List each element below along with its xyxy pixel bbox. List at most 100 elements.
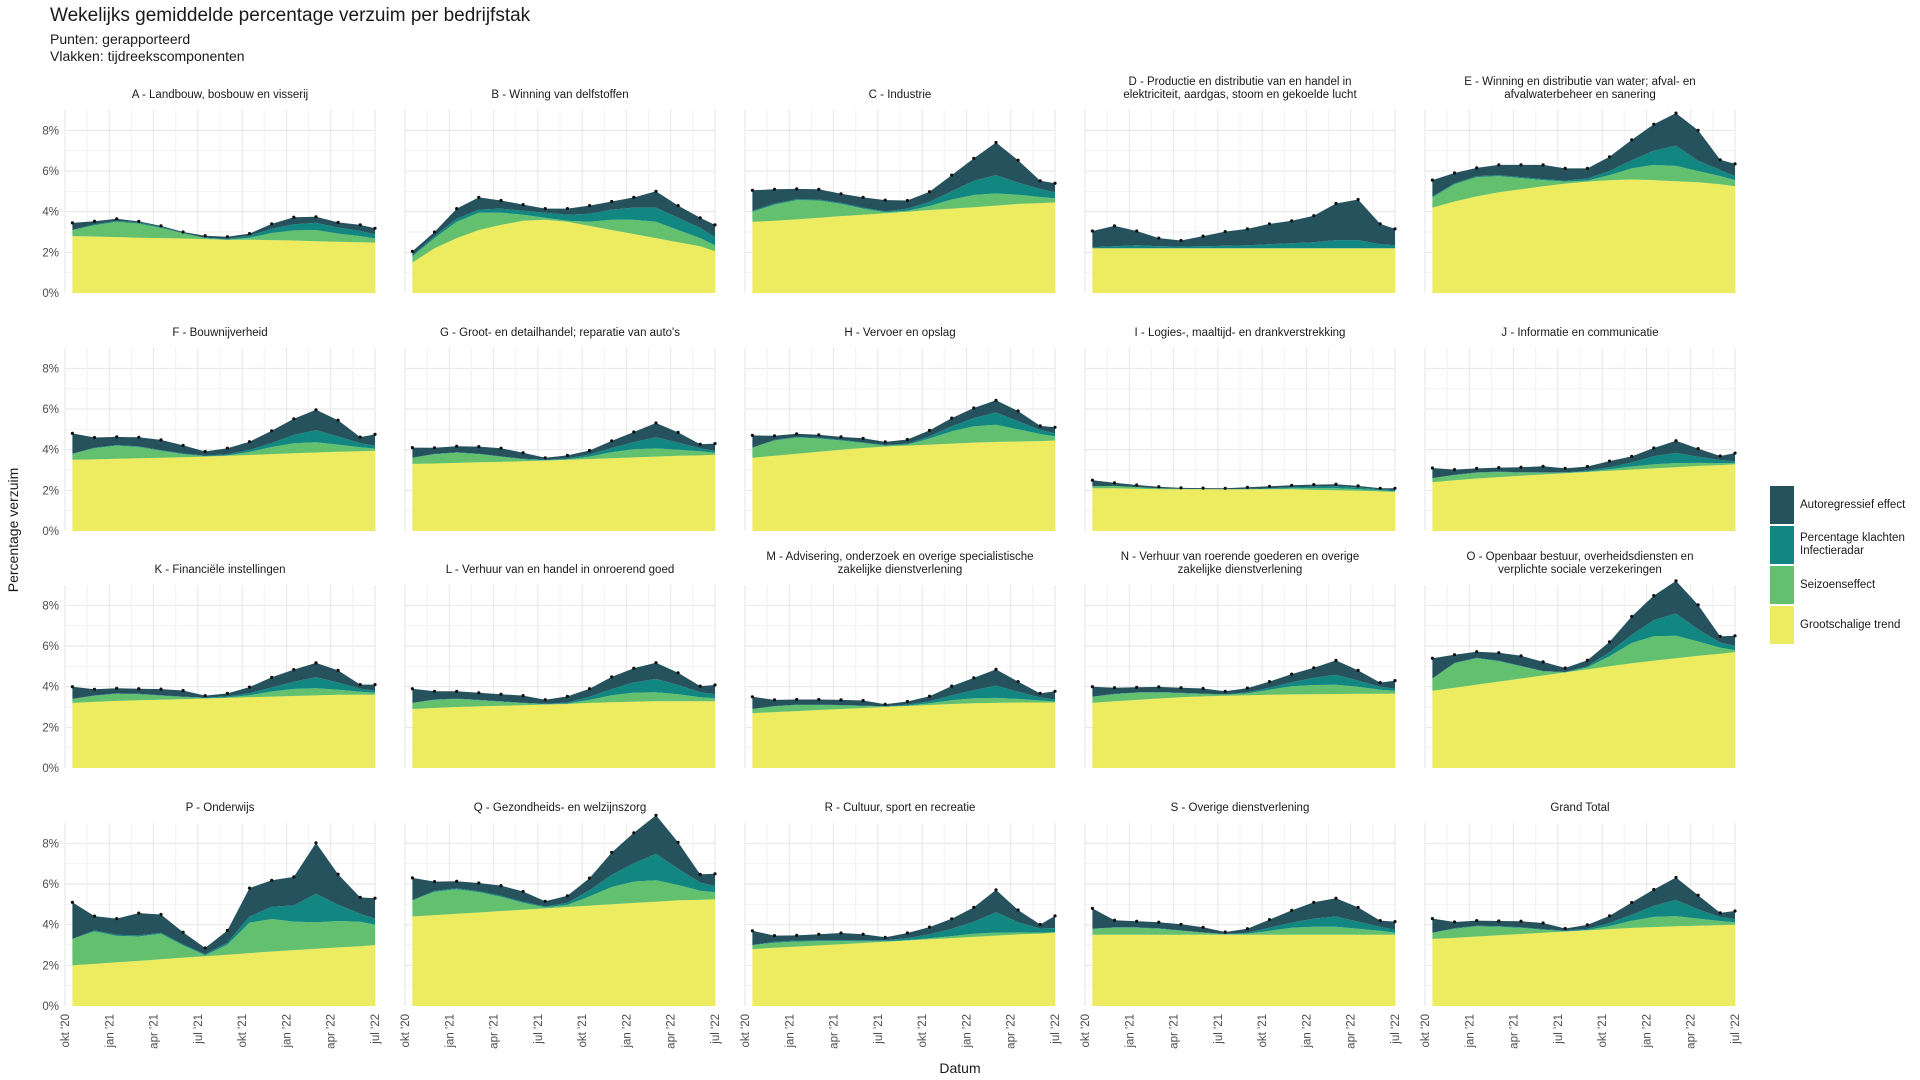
facet-title: A - Landbouw, bosbouw en visserij xyxy=(132,89,308,101)
reported-point xyxy=(1519,163,1523,167)
reported-point xyxy=(225,235,229,239)
reported-point xyxy=(1497,919,1501,923)
reported-point xyxy=(750,433,755,437)
reported-point xyxy=(772,434,777,438)
reported-point xyxy=(676,671,680,675)
reported-point xyxy=(1312,900,1316,904)
reported-point xyxy=(1038,424,1042,428)
reported-point xyxy=(1718,911,1722,915)
legend: Autoregressief effect Percentage klachten… xyxy=(1770,485,1920,645)
reported-point xyxy=(1053,181,1057,185)
facet-title: S - Overige dienstverlening xyxy=(1171,802,1310,814)
area-percentage-klachten-infectieradar xyxy=(72,430,376,457)
reported-point xyxy=(1674,875,1678,880)
reported-point xyxy=(950,917,954,921)
facet-title: Grand Total xyxy=(1550,802,1609,814)
reported-point xyxy=(1267,680,1272,684)
reported-point xyxy=(1090,685,1094,689)
area-percentage-klachten-infectieradar xyxy=(72,220,376,240)
area-seizoenseffect xyxy=(1432,462,1735,483)
y-tick-label: 0% xyxy=(42,1001,59,1013)
x-tick-label: apr '21 xyxy=(1509,1014,1521,1049)
area-grootschalige-trend xyxy=(1432,464,1735,531)
y-tick-label: 6% xyxy=(42,641,59,653)
reported-point xyxy=(632,831,636,835)
reported-point xyxy=(839,192,843,196)
reported-point xyxy=(1497,163,1501,167)
reported-point xyxy=(972,676,976,680)
reported-point xyxy=(92,914,97,918)
reported-point xyxy=(1519,654,1523,658)
reported-point xyxy=(1696,447,1700,451)
reported-point xyxy=(1290,908,1294,913)
area-autoregressief-effect xyxy=(412,662,715,704)
legend-swatch xyxy=(1770,606,1794,644)
facet-title: F - Bouwnijverheid xyxy=(172,327,267,339)
x-tick-label: jan '21 xyxy=(784,1014,796,1049)
reported-point xyxy=(1290,672,1294,676)
reported-point xyxy=(1674,111,1678,115)
reported-point xyxy=(1674,579,1678,583)
reported-point xyxy=(373,683,377,687)
reported-point xyxy=(137,219,141,223)
y-tick-label: 6% xyxy=(42,879,59,891)
area-grootschalige-trend xyxy=(72,945,376,1006)
facet-panel: K - Financiële instellingen 0% 2% 4% 6% 8% xyxy=(42,564,377,775)
reported-point xyxy=(410,249,414,253)
area-autoregressief-effect xyxy=(1432,440,1735,479)
facet-panel: J - Informatie en communicatie xyxy=(1424,327,1737,531)
area-grootschalige-trend xyxy=(72,694,376,768)
reported-point xyxy=(883,198,887,202)
area-percentage-klachten-infectieradar xyxy=(1092,674,1395,697)
reported-point xyxy=(543,698,547,702)
reported-point xyxy=(358,223,362,227)
reported-point xyxy=(203,234,207,238)
reported-point xyxy=(1223,930,1227,934)
reported-point xyxy=(1475,650,1479,654)
reported-point xyxy=(565,453,570,457)
area-percentage-klachten-infectieradar xyxy=(752,175,1055,213)
legend-swatch xyxy=(1770,526,1794,564)
reported-point xyxy=(1541,163,1545,167)
reported-point xyxy=(410,876,414,880)
x-tick-label: okt '20 xyxy=(1420,1014,1432,1048)
reported-point xyxy=(1733,909,1737,913)
reported-point xyxy=(1585,166,1589,170)
area-grootschalige-trend xyxy=(752,202,1055,293)
reported-point xyxy=(1112,481,1117,485)
reported-point xyxy=(610,850,614,855)
reported-point xyxy=(1696,603,1700,607)
reported-point xyxy=(499,884,503,888)
area-autoregressief-effect xyxy=(412,191,715,256)
reported-point xyxy=(410,446,414,450)
legend-label: Autoregressief effect xyxy=(1800,498,1906,511)
reported-point xyxy=(521,694,525,698)
reported-point xyxy=(950,173,954,177)
reported-point xyxy=(817,433,821,437)
reported-point xyxy=(1475,166,1479,170)
reported-point xyxy=(587,448,592,453)
reported-point xyxy=(750,929,755,933)
facet-title: P - Onderwijs xyxy=(186,802,255,814)
reported-point xyxy=(225,691,229,696)
reported-point xyxy=(1652,887,1656,892)
facet-title: O - Openbaar bestuur, overheidsdiensten … xyxy=(1467,551,1694,576)
x-tick-label: jul '21 xyxy=(533,1014,545,1045)
reported-point xyxy=(1563,466,1567,470)
area-percentage-klachten-infectieradar xyxy=(1432,899,1735,933)
area-grootschalige-trend xyxy=(752,440,1055,531)
reported-point xyxy=(314,841,318,845)
reported-point xyxy=(455,207,459,211)
x-tick-label: jul '22 xyxy=(1050,1014,1062,1045)
x-tick-label: jul '21 xyxy=(193,1014,205,1045)
reported-point xyxy=(817,697,821,702)
area-percentage-klachten-infectieradar xyxy=(752,685,1055,709)
reported-point xyxy=(1201,686,1205,691)
facet-panel: M - Advisering, onderzoek en overige spe… xyxy=(744,551,1057,768)
reported-point xyxy=(795,933,799,938)
reported-point xyxy=(1519,919,1523,923)
reported-point xyxy=(432,446,437,450)
reported-point xyxy=(1267,484,1272,488)
reported-point xyxy=(698,442,702,446)
reported-point xyxy=(1563,666,1567,670)
